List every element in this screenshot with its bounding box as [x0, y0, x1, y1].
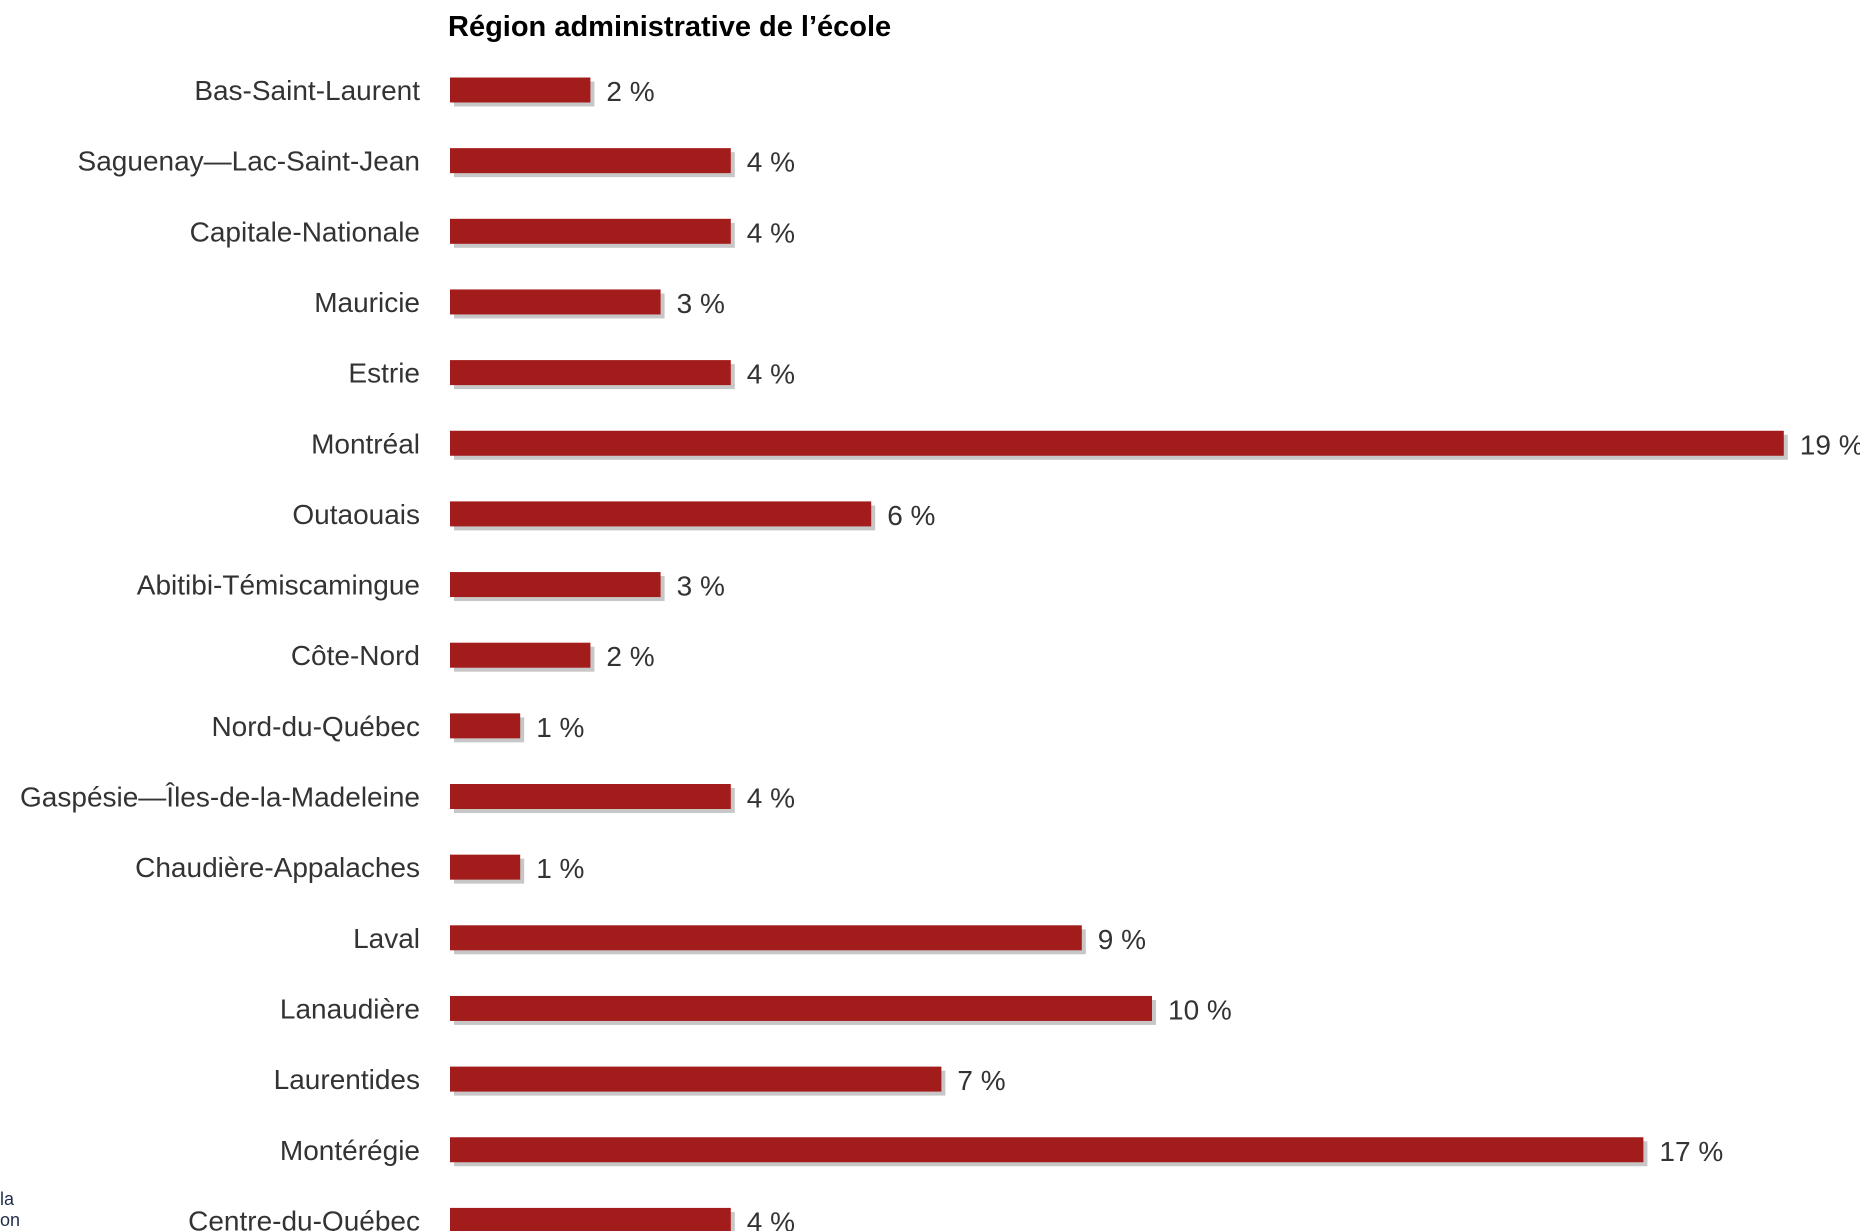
value-label: 4 % — [747, 147, 795, 178]
value-label: 2 % — [606, 76, 654, 107]
bar — [450, 77, 591, 103]
value-label: 1 % — [536, 712, 584, 743]
value-label: 9 % — [1098, 924, 1146, 955]
bar — [450, 1066, 942, 1092]
value-label: 10 % — [1168, 994, 1232, 1025]
category-label: Bas-Saint-Laurent — [194, 75, 420, 106]
bar-row-cote-nord: Côte-Nord 2 % — [291, 640, 655, 672]
value-label: 19 % — [1800, 429, 1860, 460]
bar-row-laurentides: Laurentides 7 % — [274, 1064, 1006, 1096]
category-label: Nord-du-Québec — [211, 711, 420, 742]
category-label: Laval — [353, 923, 420, 954]
category-label: Gaspésie—Îles-de-la-Madeleine — [20, 782, 420, 813]
bar-row-chaudiere-appalaches: Chaudière-Appalaches 1 % — [135, 852, 584, 884]
logo-fragment-line2: on — [0, 1210, 20, 1230]
category-label: Montréal — [311, 428, 420, 459]
category-label: Mauricie — [314, 287, 420, 318]
bar-row-gaspesie-iles-de-la-madeleine: Gaspésie—Îles-de-la-Madeleine 4 % — [20, 782, 795, 814]
bar — [450, 995, 1152, 1021]
category-label: Abitibi-Témiscamingue — [137, 570, 420, 601]
value-label: 4 % — [747, 1206, 795, 1231]
bar-row-centre-du-quebec: Centre-du-Québec 4 % — [188, 1205, 795, 1231]
bar-row-monteregie: Montérégie 17 % — [280, 1135, 1723, 1167]
bar-row-capitale-nationale: Capitale-Nationale 4 % — [190, 216, 795, 248]
category-label: Laurentides — [274, 1064, 420, 1095]
value-label: 7 % — [957, 1065, 1005, 1096]
category-label: Estrie — [348, 358, 420, 389]
bar — [450, 289, 661, 315]
value-label: 2 % — [606, 641, 654, 672]
value-label: 3 % — [677, 288, 725, 319]
category-label: Outaouais — [292, 499, 420, 530]
category-label: Chaudière-Appalaches — [135, 852, 420, 883]
value-label: 1 % — [536, 853, 584, 884]
bar — [450, 501, 872, 527]
value-label: 4 % — [747, 359, 795, 390]
bar-row-nord-du-quebec: Nord-du-Québec 1 % — [211, 711, 584, 743]
bar-row-lanaudiere: Lanaudière 10 % — [280, 993, 1232, 1025]
chart-title: Région administrative de l’école — [448, 11, 891, 43]
bar — [450, 360, 731, 386]
bar-row-estrie: Estrie 4 % — [348, 358, 795, 390]
bar — [450, 713, 521, 739]
bar — [450, 218, 731, 244]
category-label: Côte-Nord — [291, 640, 420, 671]
bar-row-laval: Laval 9 % — [353, 923, 1146, 955]
bar — [450, 148, 731, 174]
bar-row-saguenay-lac-saint-jean: Saguenay—Lac-Saint-Jean 4 % — [78, 146, 796, 178]
category-label: Saguenay—Lac-Saint-Jean — [78, 146, 420, 177]
value-label: 4 % — [747, 217, 795, 248]
category-label: Centre-du-Québec — [188, 1205, 420, 1231]
bar — [450, 1207, 731, 1231]
bar — [450, 854, 521, 880]
bar — [450, 572, 661, 598]
logo-fragment-line1: la — [0, 1189, 15, 1209]
value-label: 3 % — [677, 571, 725, 602]
bar — [450, 430, 1784, 456]
bar-row-montreal: Montréal 19 % — [311, 428, 1860, 460]
bar — [450, 1137, 1644, 1163]
bar-row-abitibi-temiscamingue: Abitibi-Témiscamingue 3 % — [137, 570, 725, 602]
value-label: 6 % — [887, 500, 935, 531]
bars-group: Bas-Saint-Laurent 2 % Saguenay—Lac-Saint-J… — [20, 75, 1860, 1231]
category-label: Lanaudière — [280, 993, 420, 1024]
bar-row-bas-saint-laurent: Bas-Saint-Laurent 2 % — [194, 75, 654, 107]
value-label: 17 % — [1659, 1136, 1723, 1167]
bar-row-mauricie: Mauricie 3 % — [314, 287, 725, 319]
bar — [450, 925, 1082, 951]
category-label: Capitale-Nationale — [190, 216, 420, 247]
bar-row-outaouais: Outaouais 6 % — [292, 499, 935, 531]
bar — [450, 784, 731, 809]
value-label: 4 % — [747, 783, 795, 814]
category-label: Montérégie — [280, 1135, 420, 1166]
bar — [450, 642, 591, 668]
